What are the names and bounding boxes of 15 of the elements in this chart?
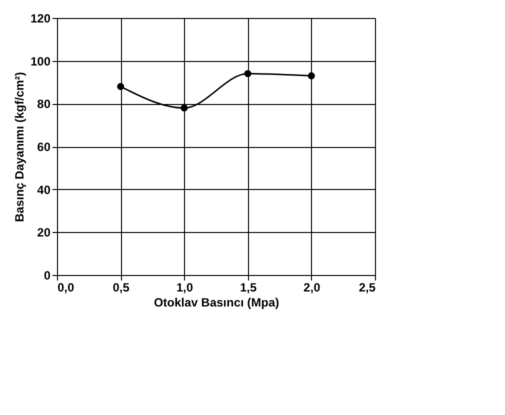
y-tick-label: 0 — [44, 268, 51, 282]
y-tick-label: 60 — [37, 140, 51, 154]
x-tick-label: 0,0 — [58, 280, 75, 294]
y-tick-label: 20 — [37, 226, 51, 240]
x-tick-label: 1,0 — [176, 280, 194, 294]
y-tick-label: 100 — [30, 54, 51, 68]
x-axis-title: Otoklav Basıncı (Mpa) — [154, 296, 280, 310]
x-tick-label: 1,5 — [240, 280, 257, 294]
x-tick-label: 2,5 — [358, 280, 376, 294]
y-tick-label: 80 — [37, 97, 51, 112]
x-tick-label: 2,0 — [304, 280, 321, 294]
x-tick-label: 0,5 — [112, 280, 130, 294]
y-tick-label: 40 — [37, 182, 51, 197]
y-axis-title: Basınç Dayanımı (kgf/cm²) — [12, 72, 26, 222]
y-tick-label: 120 — [30, 12, 51, 26]
